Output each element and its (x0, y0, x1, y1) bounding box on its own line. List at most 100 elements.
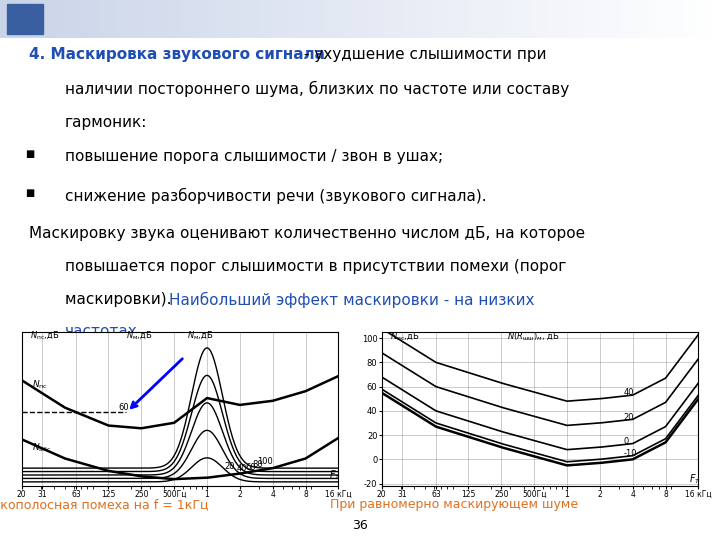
Bar (50, 0, 58, 38)
Bar (187, 0, 194, 38)
Bar (230, 0, 238, 38)
Bar (605, 0, 612, 38)
Bar (209, 0, 216, 38)
Bar (238, 0, 245, 38)
Bar (158, 0, 166, 38)
Bar (504, 0, 511, 38)
Bar (374, 0, 382, 38)
Bar (180, 0, 187, 38)
Bar (295, 0, 302, 38)
Bar (475, 0, 482, 38)
Bar (382, 0, 389, 38)
Bar (554, 0, 562, 38)
Bar (194, 0, 202, 38)
Text: Маскировку звука оценивают количественно числом дБ, на которое: Маскировку звука оценивают количественно… (29, 226, 585, 241)
Bar (410, 0, 418, 38)
Bar (324, 0, 331, 38)
Bar (22, 0, 29, 38)
Bar (662, 0, 670, 38)
Bar (641, 0, 648, 38)
Bar (655, 0, 662, 38)
Bar (101, 0, 108, 38)
Bar (648, 0, 655, 38)
Bar (511, 0, 518, 38)
Bar (43, 0, 50, 38)
Bar (72, 0, 79, 38)
Bar (137, 0, 144, 38)
Bar (367, 0, 374, 38)
Bar (58, 0, 65, 38)
Bar (173, 0, 180, 38)
Bar (166, 0, 173, 38)
Text: $N_{\rm м}$,дБ: $N_{\rm м}$,дБ (126, 329, 153, 341)
Bar (0, 0, 7, 38)
Bar (396, 0, 403, 38)
Text: 40: 40 (624, 388, 634, 397)
Bar (389, 0, 396, 38)
Bar (691, 0, 698, 38)
Text: 80: 80 (252, 460, 263, 469)
Text: ■: ■ (25, 149, 35, 159)
Bar (274, 0, 281, 38)
Bar (122, 0, 130, 38)
Bar (144, 0, 151, 38)
Text: 4. Маскировка звукового сигнала: 4. Маскировка звукового сигнала (29, 46, 325, 62)
Bar (266, 0, 274, 38)
Bar (202, 0, 209, 38)
Bar (612, 0, 619, 38)
Bar (259, 0, 266, 38)
Bar (418, 0, 425, 38)
Text: 40: 40 (237, 464, 248, 472)
Text: снижение разборчивости речи (звукового сигнала).: снижение разборчивости речи (звукового с… (65, 188, 487, 204)
Text: частотах.: частотах. (65, 325, 143, 340)
Text: гармоник:: гармоник: (65, 115, 147, 130)
Bar (403, 0, 410, 38)
Bar (706, 0, 713, 38)
Bar (360, 0, 367, 38)
Text: При равномерно маскирующем шуме: При равномерно маскирующем шуме (330, 498, 577, 511)
Bar (497, 0, 504, 38)
Text: 36: 36 (352, 519, 368, 532)
Text: 0: 0 (624, 437, 629, 446)
Text: Узкополосная помеха на f = 1кГц: Узкополосная помеха на f = 1кГц (0, 498, 209, 511)
Bar (79, 0, 86, 38)
Bar (108, 0, 115, 38)
Bar (590, 0, 598, 38)
Bar (353, 0, 360, 38)
Text: ■: ■ (25, 188, 35, 198)
Text: Наибольший эффект маскировки - на низких: Наибольший эффект маскировки - на низких (169, 292, 535, 308)
Bar (490, 0, 497, 38)
Bar (626, 0, 634, 38)
Bar (482, 0, 490, 38)
Bar (331, 0, 338, 38)
Bar (562, 0, 569, 38)
Bar (151, 0, 158, 38)
Bar (7, 4, 43, 34)
Bar (425, 0, 432, 38)
Bar (346, 0, 353, 38)
Text: повышается порог слышимости в присутствии помехи (порог: повышается порог слышимости в присутстви… (65, 259, 566, 274)
Bar (281, 0, 288, 38)
Bar (302, 0, 310, 38)
Text: маскировки).: маскировки). (65, 292, 181, 307)
Bar (540, 0, 547, 38)
Bar (446, 0, 454, 38)
Text: 20: 20 (624, 413, 634, 422)
Bar (569, 0, 576, 38)
Bar (677, 0, 684, 38)
Text: 60: 60 (245, 462, 256, 471)
Bar (518, 0, 526, 38)
Text: $N_{\rm м}$,дБ: $N_{\rm м}$,дБ (186, 329, 213, 341)
Bar (36, 0, 43, 38)
Bar (670, 0, 677, 38)
Bar (288, 0, 295, 38)
Bar (86, 0, 94, 38)
Bar (338, 0, 346, 38)
Bar (468, 0, 475, 38)
Text: - ухудшение слышимости при: - ухудшение слышимости при (299, 46, 546, 62)
Text: $N_{\rm пс}$: $N_{\rm пс}$ (32, 378, 48, 390)
Bar (576, 0, 583, 38)
Bar (533, 0, 540, 38)
Bar (526, 0, 533, 38)
Bar (65, 0, 72, 38)
